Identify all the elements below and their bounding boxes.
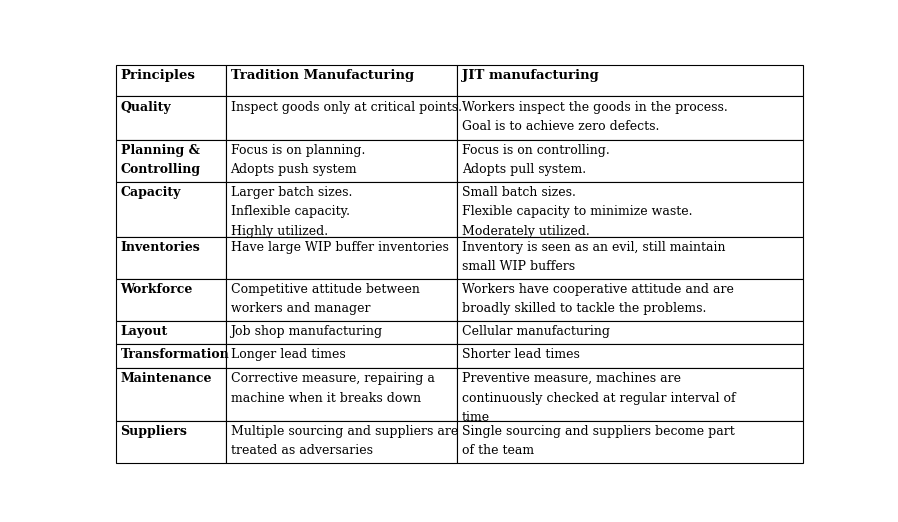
Text: Focus is on controlling.
Adopts pull system.: Focus is on controlling. Adopts pull sys… [462, 144, 610, 176]
Bar [225, 368, 457, 421]
Bar [457, 140, 804, 182]
Text: Suppliers: Suppliers [120, 424, 188, 437]
Bar [457, 368, 804, 421]
Text: Small batch sizes.
Flexible capacity to minimize waste.
Moderately utilized.: Small batch sizes. Flexible capacity to … [462, 186, 692, 238]
Text: Larger batch sizes.
Inflexible capacity.
Highly utilized.: Larger batch sizes. Inflexible capacity.… [231, 186, 352, 238]
Text: Multiple sourcing and suppliers are
treated as adversaries: Multiple sourcing and suppliers are trea… [231, 424, 458, 457]
Bar [457, 321, 804, 345]
Bar [225, 140, 457, 182]
Text: Layout: Layout [120, 325, 168, 338]
Bar [116, 421, 225, 462]
Bar [457, 236, 804, 279]
Text: Tradition Manufacturing: Tradition Manufacturing [231, 69, 414, 82]
Bar [225, 279, 457, 321]
Bar [457, 97, 804, 140]
Text: Inventory is seen as an evil, still maintain
small WIP buffers: Inventory is seen as an evil, still main… [462, 241, 725, 273]
Bar [116, 182, 225, 236]
Bar [225, 236, 457, 279]
Bar [457, 345, 804, 368]
Text: Have large WIP buffer inventories: Have large WIP buffer inventories [231, 241, 448, 254]
Bar [116, 279, 225, 321]
Text: Cellular manufacturing: Cellular manufacturing [462, 325, 610, 338]
Bar [116, 321, 225, 345]
Text: Shorter lead times: Shorter lead times [462, 348, 579, 361]
Text: Planning &
Controlling: Planning & Controlling [120, 144, 201, 176]
Bar [225, 345, 457, 368]
Text: Competitive attitude between
workers and manager: Competitive attitude between workers and… [231, 282, 419, 315]
Bar [457, 182, 804, 236]
Text: Workforce: Workforce [120, 282, 193, 295]
Text: Quality: Quality [120, 101, 172, 113]
Bar [225, 182, 457, 236]
Text: Workers inspect the goods in the process.
Goal is to achieve zero defects.: Workers inspect the goods in the process… [462, 101, 727, 133]
Bar [116, 236, 225, 279]
Text: Job shop manufacturing: Job shop manufacturing [231, 325, 383, 338]
Text: Preventive measure, machines are
continuously checked at regular interval of
tim: Preventive measure, machines are continu… [462, 372, 735, 424]
Bar [116, 140, 225, 182]
Text: Transformation: Transformation [120, 348, 229, 361]
Bar [116, 368, 225, 421]
Text: Principles: Principles [120, 69, 196, 82]
Text: Focus is on planning.
Adopts push system: Focus is on planning. Adopts push system [231, 144, 365, 176]
Text: Maintenance: Maintenance [120, 372, 212, 385]
Text: Corrective measure, repairing a
machine when it breaks down: Corrective measure, repairing a machine … [231, 372, 435, 405]
Bar [457, 279, 804, 321]
Bar [225, 97, 457, 140]
Bar [457, 65, 804, 97]
Text: Inventories: Inventories [120, 241, 200, 254]
Text: Capacity: Capacity [120, 186, 181, 199]
Bar [116, 97, 225, 140]
Bar [225, 421, 457, 462]
Bar [457, 421, 804, 462]
Text: Longer lead times: Longer lead times [231, 348, 346, 361]
Bar [225, 321, 457, 345]
Text: Inspect goods only at critical points.: Inspect goods only at critical points. [231, 101, 462, 113]
Text: JIT manufacturing: JIT manufacturing [462, 69, 598, 82]
Text: Workers have cooperative attitude and are
broadly skilled to tackle the problems: Workers have cooperative attitude and ar… [462, 282, 734, 315]
Bar [116, 345, 225, 368]
Bar [116, 65, 225, 97]
Bar [225, 65, 457, 97]
Text: Single sourcing and suppliers become part
of the team: Single sourcing and suppliers become par… [462, 424, 735, 457]
